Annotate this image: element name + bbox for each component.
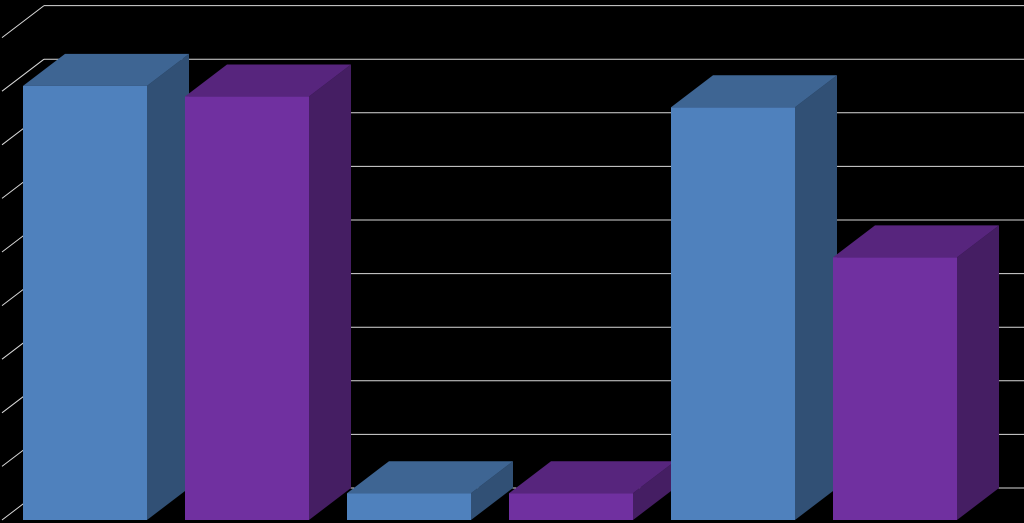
- bar-front-face: [347, 493, 471, 520]
- bar-side-face: [957, 225, 999, 521]
- bar: [23, 53, 189, 521]
- bar-top-face: [509, 461, 675, 494]
- bar-top-face: [347, 461, 513, 494]
- bar-front-face: [671, 107, 795, 520]
- bar: [509, 461, 675, 520]
- bar: [833, 225, 999, 521]
- bar-side-face: [471, 461, 513, 520]
- bar-top-face: [671, 75, 837, 108]
- bar-front-face: [23, 85, 147, 520]
- bar-top-face: [23, 53, 189, 86]
- bar-front-face: [833, 257, 957, 520]
- bars: [23, 53, 999, 521]
- gridline-depth-tick: [1, 5, 45, 38]
- bar-side-face: [147, 53, 189, 521]
- bar-front-face: [509, 493, 633, 520]
- bar-side-face: [633, 461, 675, 520]
- gridline-depth-tick: [1, 58, 45, 92]
- bar-front-face: [185, 96, 309, 520]
- bar: [671, 75, 837, 520]
- bar-side-face: [795, 75, 837, 520]
- bar-top-face: [185, 64, 351, 97]
- bar-top-face: [833, 225, 999, 258]
- bar: [347, 461, 513, 520]
- bar: [185, 64, 351, 520]
- bar-side-face: [309, 64, 351, 520]
